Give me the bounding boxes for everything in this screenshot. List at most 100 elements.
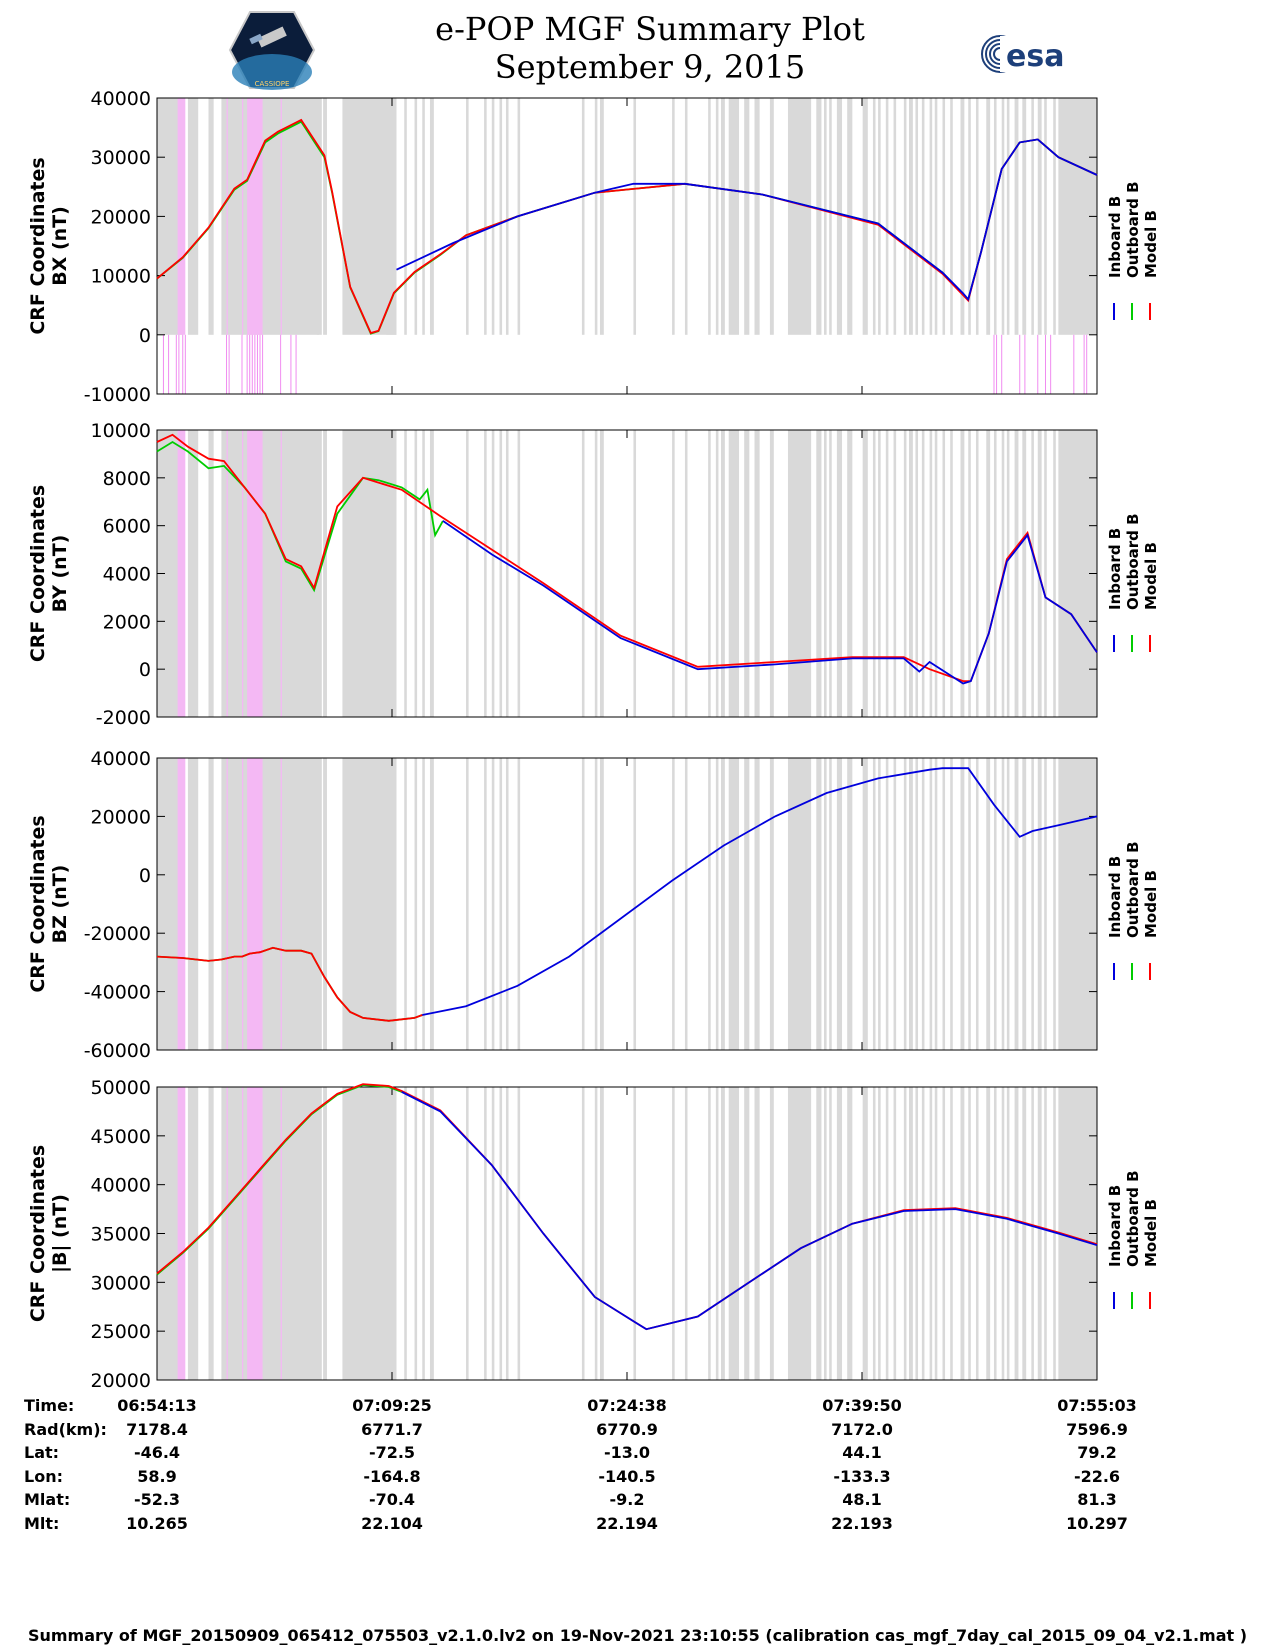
- gap-band: [847, 1087, 853, 1380]
- gap-band: [715, 758, 719, 1050]
- gap-band: [816, 98, 822, 335]
- gap-band: [499, 758, 503, 1050]
- gap-band: [672, 430, 675, 717]
- gap-band: [316, 1087, 322, 1380]
- gap-band: [708, 758, 711, 1050]
- flag-band: [247, 98, 263, 335]
- gap-band: [968, 1087, 971, 1380]
- gap-band: [942, 98, 946, 335]
- gap-band: [960, 98, 965, 335]
- gap-band: [422, 1087, 425, 1380]
- gap-band: [581, 430, 585, 717]
- gap-band: [950, 1087, 953, 1380]
- legend-entry: Outboard B: [1124, 1170, 1142, 1267]
- svg-text:CASSIOPE: CASSIOPE: [255, 80, 290, 88]
- gap-band: [715, 98, 719, 335]
- gap-band: [960, 758, 965, 1050]
- gap-band: [208, 98, 214, 335]
- y-tick-label: 8000: [103, 468, 151, 490]
- gap-band: [422, 758, 425, 1050]
- gap-band: [429, 430, 434, 717]
- gap-band: [993, 430, 997, 717]
- flag-band: [241, 758, 244, 1050]
- gap-band: [885, 758, 889, 1050]
- gap-band: [221, 1087, 320, 1380]
- gap-band: [787, 430, 812, 717]
- gap-band: [921, 1087, 925, 1380]
- series-line-model-b: [156, 946, 423, 1022]
- gap-band: [672, 98, 675, 335]
- gap-band: [921, 98, 925, 335]
- gap-band: [414, 1087, 418, 1380]
- gap-band: [909, 1087, 913, 1380]
- ephemeris-value-lat: 79.2: [1077, 1443, 1117, 1462]
- gap-band: [599, 1087, 604, 1380]
- plot-title: e-POP MGF Summary Plot: [435, 10, 865, 48]
- flag-band: [247, 1087, 263, 1380]
- gap-band: [885, 98, 889, 335]
- gap-band: [1037, 98, 1042, 335]
- y-axis-label-line2: BZ (nT): [49, 865, 71, 944]
- y-tick-label: 0: [139, 865, 151, 887]
- gap-band: [769, 1087, 774, 1380]
- gap-band: [903, 98, 907, 335]
- y-tick-label: 0: [139, 659, 151, 681]
- gap-band: [581, 98, 585, 335]
- gap-band: [893, 430, 897, 717]
- gap-band: [909, 430, 913, 717]
- gap-band: [221, 98, 320, 335]
- flag-band: [241, 1087, 244, 1380]
- gap-band: [499, 430, 503, 717]
- gap-band: [208, 430, 214, 717]
- gap-band: [505, 98, 509, 335]
- gap-band: [872, 430, 876, 717]
- gap-band: [824, 98, 827, 335]
- y-axis-label: CRF CoordinatesBX (nT): [27, 157, 71, 334]
- ephemeris-value-lon: -133.3: [833, 1467, 891, 1486]
- gap-band: [672, 758, 675, 1050]
- gap-band: [824, 1087, 827, 1380]
- gap-band: [903, 758, 907, 1050]
- gap-band: [769, 430, 774, 717]
- flag-band: [247, 430, 263, 717]
- ephemeris-value-lon: 58.9: [137, 1467, 177, 1486]
- gap-band: [1053, 1087, 1056, 1380]
- ephemeris-value-mlat: -52.3: [133, 1490, 181, 1509]
- legend-entry: Model B: [1142, 542, 1160, 610]
- gap-band: [1014, 98, 1019, 335]
- gap-band: [728, 758, 740, 1050]
- gap-band: [1053, 430, 1056, 717]
- gap-band: [847, 758, 853, 1050]
- gap-band: [1044, 1087, 1047, 1380]
- gap-band: [491, 1087, 495, 1380]
- y-tick-label: -60000: [84, 1040, 151, 1062]
- ephemeris-value-mlt: 22.194: [596, 1514, 658, 1533]
- gap-band: [187, 430, 199, 717]
- gap-band: [754, 1087, 760, 1380]
- ephemeris-value-lat: -46.4: [133, 1443, 181, 1462]
- y-tick-label: 40000: [91, 748, 151, 770]
- gap-band: [1031, 430, 1034, 717]
- series-line-inboard-b: [396, 138, 1098, 302]
- gap-band: [1006, 98, 1010, 335]
- flag-band: [177, 430, 186, 717]
- gap-band: [993, 1087, 997, 1380]
- y-axis-label-line2: BY (nT): [49, 535, 71, 613]
- gap-band: [429, 1087, 434, 1380]
- gap-band: [862, 1087, 868, 1380]
- gap-band: [829, 758, 832, 1050]
- gap-band: [975, 758, 979, 1050]
- gap-band: [499, 1087, 503, 1380]
- ephemeris-value-mlt: 22.104: [361, 1514, 423, 1533]
- gap-band: [872, 1087, 876, 1380]
- gap-band: [950, 758, 953, 1050]
- ephemeris-value-time: 06:54:13: [117, 1396, 197, 1415]
- gap-band: [769, 98, 774, 335]
- y-tick-label: 10000: [91, 266, 151, 288]
- gap-band: [942, 758, 946, 1050]
- flag-band: [177, 1087, 186, 1380]
- ephemeris-value-mlt: 22.193: [831, 1514, 893, 1533]
- gap-band: [903, 430, 907, 717]
- ephemeris-value-time: 07:55:03: [1057, 1396, 1137, 1415]
- y-tick-label: 35000: [91, 1224, 151, 1246]
